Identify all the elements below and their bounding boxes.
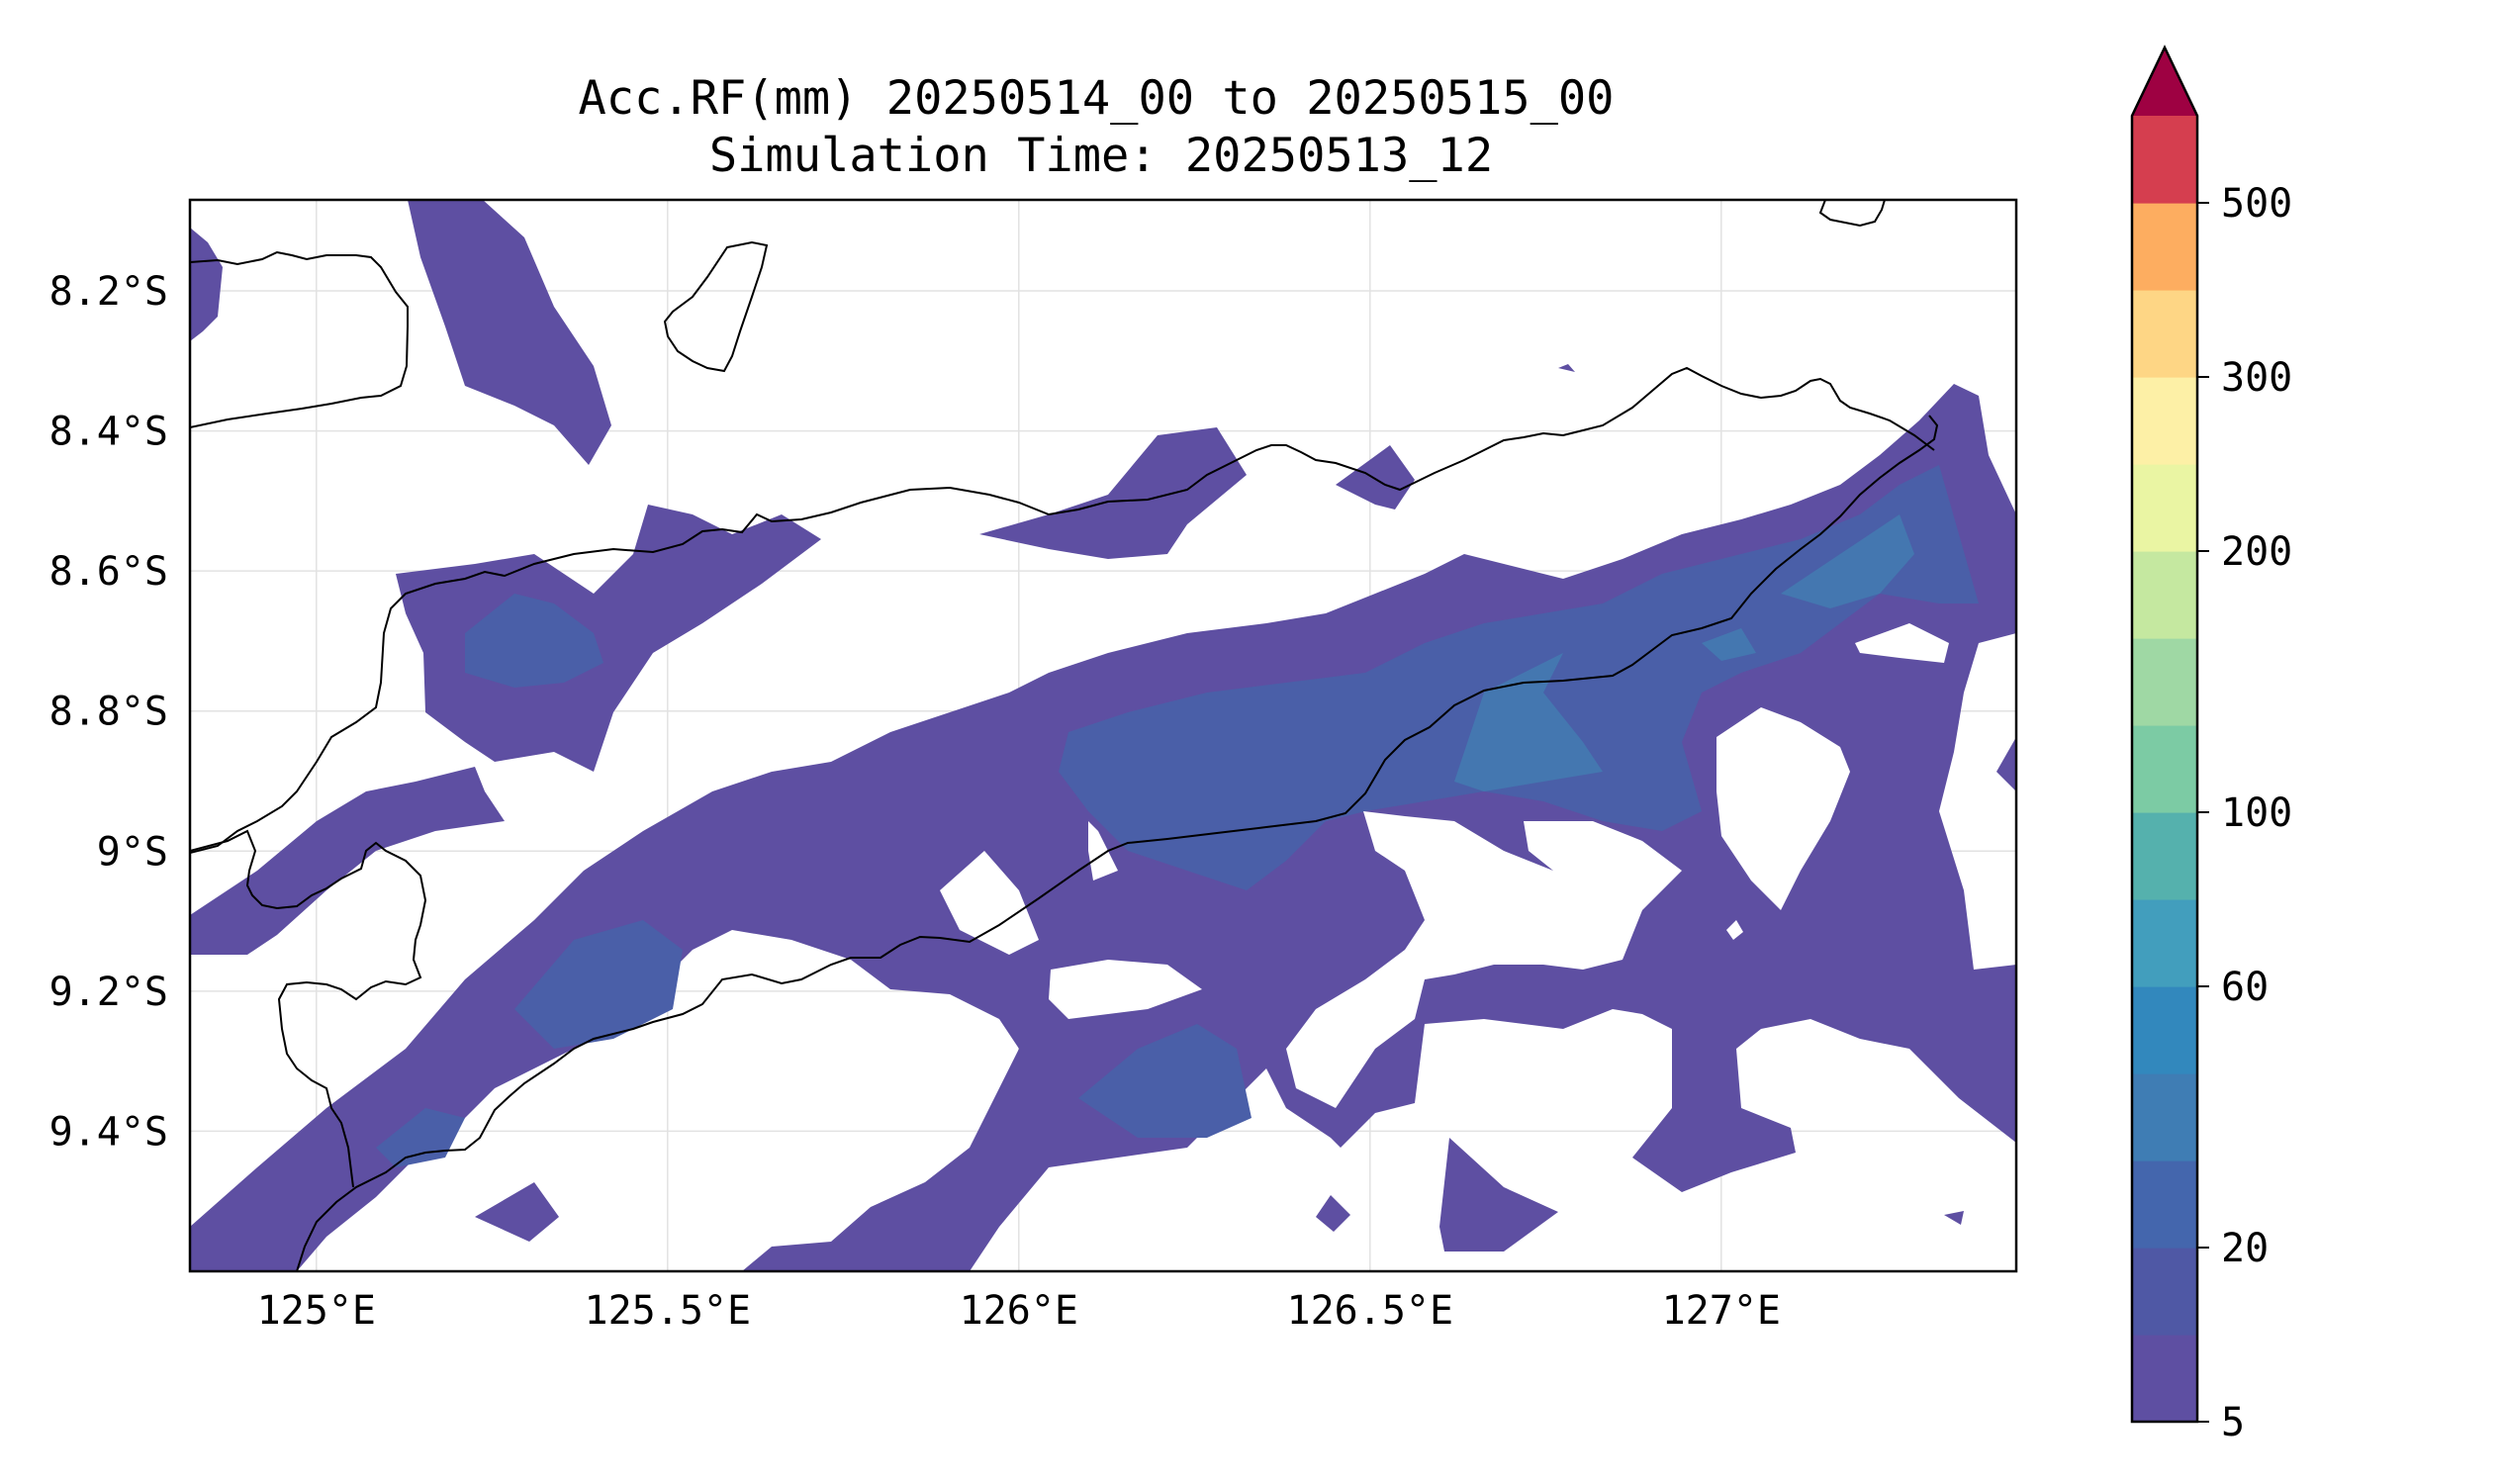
- colorbar-bin-14: [2132, 116, 2197, 204]
- rain-area-core-3: [1702, 628, 1756, 661]
- lat-tick-label: 8.6°S: [49, 549, 168, 595]
- rain-gap-3: [1286, 811, 1682, 1108]
- colorbar-outline: [2130, 45, 2199, 1424]
- coastline-oecusse: [190, 829, 427, 1188]
- colorbar-bin-9: [2132, 551, 2197, 639]
- colorbar-tick-label: 500: [2221, 181, 2292, 227]
- coastline-timor-north: [190, 366, 1935, 854]
- rain-gap-7: [1726, 920, 1743, 940]
- colorbar-bins: [2132, 116, 2197, 1423]
- lon-tick-label: 125.5°E: [585, 1288, 752, 1334]
- lon-tick-label: 127°E: [1662, 1288, 1781, 1334]
- coastline-alor: [190, 250, 409, 428]
- rain-area-inner-4: [1078, 1024, 1252, 1138]
- rain-gap-5: [1716, 707, 1850, 910]
- map-subtitle: Simulation Time: 20250513_12: [709, 129, 1493, 183]
- map-panel: 125°E 125.5°E 126°E 126.5°E 127°E 8.2°S 8.4°S…: [49, 198, 2018, 1334]
- rain-area-patch-5: [1316, 1195, 1350, 1232]
- rainfall-contour-field: [190, 200, 2016, 1271]
- rain-gap-4: [1088, 821, 1118, 881]
- rain-area-core-1: [1454, 653, 1603, 791]
- coastlines: [190, 200, 1939, 1271]
- rain-area-top-ridge: [408, 200, 611, 465]
- rain-gap-6: [1855, 623, 1949, 663]
- lat-tick-label: 8.8°S: [49, 690, 168, 735]
- rain-gap-1: [940, 851, 1039, 955]
- colorbar-bin-10: [2132, 464, 2197, 552]
- lat-tick-label: 9°S: [97, 829, 168, 875]
- lat-tick-label: 9.2°S: [49, 970, 168, 1015]
- colorbar-tick-label: 300: [2221, 355, 2292, 401]
- colorbar-extend-arrow: [2132, 47, 2197, 116]
- latitude-tick-labels: 8.2°S 8.4°S 8.6°S 8.8°S 9°S 9.2°S 9.4°S: [49, 269, 168, 1155]
- coastline-wetar: [1818, 200, 1886, 228]
- colorbar-bin-7: [2132, 725, 2197, 813]
- rain-area-inner-3: [514, 920, 683, 1049]
- lon-tick-label: 126°E: [960, 1288, 1078, 1334]
- colorbar-bin-1: [2132, 1248, 2197, 1336]
- colorbar-bin-8: [2132, 638, 2197, 726]
- coastline-timor-south: [296, 415, 1939, 1271]
- colorbar-ticks: 5 20 60 100 200 300 500: [2197, 181, 2292, 1445]
- rain-area-patch-2: [1336, 445, 1415, 510]
- rain-area-north-band: [396, 505, 821, 772]
- lat-tick-label: 8.4°S: [49, 410, 168, 455]
- colorbar-bin-4: [2132, 986, 2197, 1074]
- rain-area-inner-5: [376, 1108, 465, 1167]
- colorbar-tick-label: 100: [2221, 790, 2292, 836]
- rain-area-core-2: [1781, 514, 1914, 608]
- rain-area-patch-6: [1944, 1211, 1964, 1225]
- rain-area-patch-8: [1558, 364, 1575, 372]
- map-title: Acc.RF(mm) 20250514_00 to 20250515_00: [579, 71, 1615, 126]
- colorbar-tick-label: 5: [2221, 1400, 2245, 1445]
- colorbar: 5 20 60 100 200 300 500: [2130, 45, 2292, 1445]
- colorbar-bin-6: [2132, 812, 2197, 900]
- colorbar-bin-2: [2132, 1160, 2197, 1249]
- colorbar-bin-12: [2132, 290, 2197, 378]
- colorbar-tick-label: 200: [2221, 529, 2292, 575]
- rain-area-patch-7: [1996, 737, 2016, 791]
- coastline-island-small: [663, 240, 769, 373]
- lon-tick-label: 126.5°E: [1287, 1288, 1454, 1334]
- colorbar-bin-5: [2132, 899, 2197, 987]
- map-frame: [188, 198, 2018, 1273]
- rain-area-west-strip: [190, 767, 505, 955]
- lat-tick-label: 9.4°S: [49, 1109, 168, 1155]
- colorbar-bin-0: [2132, 1335, 2197, 1423]
- longitude-tick-labels: 125°E 125.5°E 126°E 126.5°E 127°E: [257, 1288, 1781, 1334]
- rain-gap-2: [1049, 960, 1202, 1019]
- colorbar-bin-3: [2132, 1073, 2197, 1161]
- rain-area-patch-1: [979, 427, 1247, 559]
- colorbar-tick-label: 60: [2221, 965, 2269, 1010]
- colorbar-bin-13: [2132, 203, 2197, 291]
- rain-area-inner-2: [465, 594, 603, 688]
- rain-area-main-band: [190, 384, 2016, 1271]
- rain-area-patch-4: [1439, 1138, 1558, 1252]
- colorbar-bin-11: [2132, 377, 2197, 465]
- colorbar-tick-label: 20: [2221, 1226, 2269, 1271]
- rain-area-top-left: [190, 228, 223, 341]
- lon-tick-label: 125°E: [257, 1288, 376, 1334]
- rain-area-patch-3: [475, 1182, 559, 1242]
- lat-tick-label: 8.2°S: [49, 269, 168, 315]
